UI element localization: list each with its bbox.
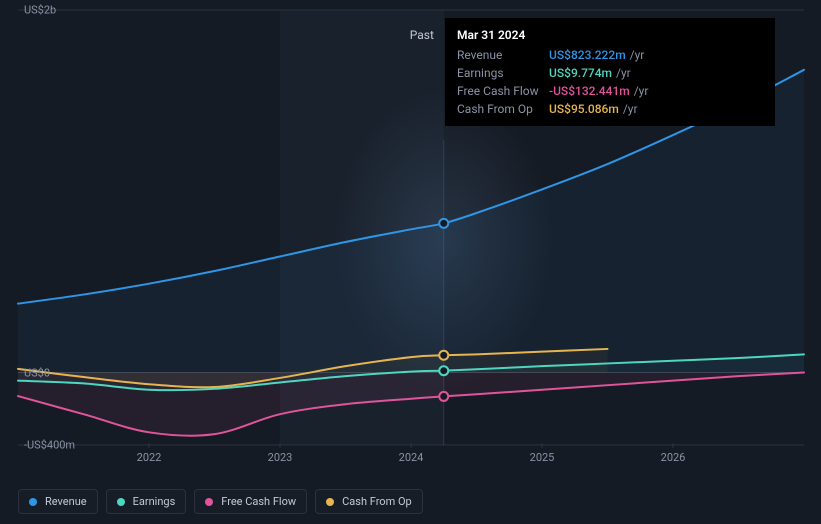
tooltip-row-label: Free Cash Flow	[457, 82, 549, 100]
tooltip-row-unit: /yr	[634, 82, 649, 100]
tooltip-row: Free Cash Flow-US$132.441m/yr	[457, 82, 763, 100]
tooltip-row: Cash From OpUS$95.086m/yr	[457, 100, 763, 118]
legend-label: Revenue	[45, 495, 87, 508]
tooltip-row-label: Earnings	[457, 64, 549, 82]
legend-item-cfo[interactable]: Cash From Op	[315, 489, 423, 514]
chart-legend: Revenue Earnings Free Cash Flow Cash From O…	[18, 489, 423, 514]
x-axis-label: 2026	[661, 451, 686, 464]
tooltip-row: EarningsUS$9.774m/yr	[457, 64, 763, 82]
legend-dot-icon	[29, 498, 37, 506]
legend-dot-icon	[117, 498, 125, 506]
tooltip-row-label: Revenue	[457, 46, 549, 64]
legend-dot-icon	[205, 498, 213, 506]
legend-item-fcf[interactable]: Free Cash Flow	[194, 489, 307, 514]
legend-dot-icon	[326, 498, 334, 506]
tooltip-row-label: Cash From Op	[457, 100, 549, 118]
chart-tooltip: Mar 31 2024 RevenueUS$823.222m/yrEarning…	[445, 18, 775, 126]
y-axis-label: US$0	[24, 366, 50, 379]
tooltip-row-value: -US$132.441m	[549, 82, 630, 100]
legend-item-earnings[interactable]: Earnings	[106, 489, 187, 514]
tooltip-row-unit: /yr	[623, 100, 638, 118]
x-axis-label: 2024	[399, 451, 424, 464]
legend-item-revenue[interactable]: Revenue	[18, 489, 98, 514]
tooltip-row-value: US$95.086m	[549, 100, 619, 118]
legend-label: Earnings	[133, 495, 176, 508]
tooltip-row-unit: /yr	[616, 64, 631, 82]
x-axis-label: 2023	[268, 451, 293, 464]
legend-label: Cash From Op	[342, 495, 412, 508]
tooltip-row: RevenueUS$823.222m/yr	[457, 46, 763, 64]
tooltip-row-unit: /yr	[630, 46, 645, 64]
x-axis-label: 2022	[137, 451, 162, 464]
tooltip-row-value: US$9.774m	[549, 64, 612, 82]
tooltip-title: Mar 31 2024	[457, 26, 763, 44]
y-axis-label: US$2b	[24, 4, 56, 17]
section-label-past: Past	[410, 28, 434, 42]
financial-chart: -US$400m US$0 US$2b 2022 2023 2024 2025 2026 P…	[0, 0, 821, 524]
legend-label: Free Cash Flow	[221, 495, 296, 508]
y-axis-label: -US$400m	[24, 439, 75, 452]
x-axis-label: 2025	[530, 451, 555, 464]
tooltip-row-value: US$823.222m	[549, 46, 626, 64]
